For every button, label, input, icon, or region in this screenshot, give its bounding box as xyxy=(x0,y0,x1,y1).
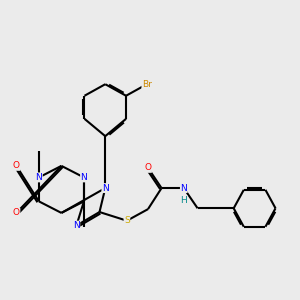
Text: N: N xyxy=(73,221,80,230)
Text: O: O xyxy=(145,164,152,172)
Text: Br: Br xyxy=(142,80,152,89)
Text: N: N xyxy=(80,173,87,182)
Text: H: H xyxy=(180,196,187,205)
Text: N: N xyxy=(180,184,187,193)
Text: N: N xyxy=(102,184,109,193)
Text: O: O xyxy=(13,161,20,170)
Text: S: S xyxy=(124,216,130,225)
Text: O: O xyxy=(13,208,20,217)
Text: N: N xyxy=(35,173,42,182)
